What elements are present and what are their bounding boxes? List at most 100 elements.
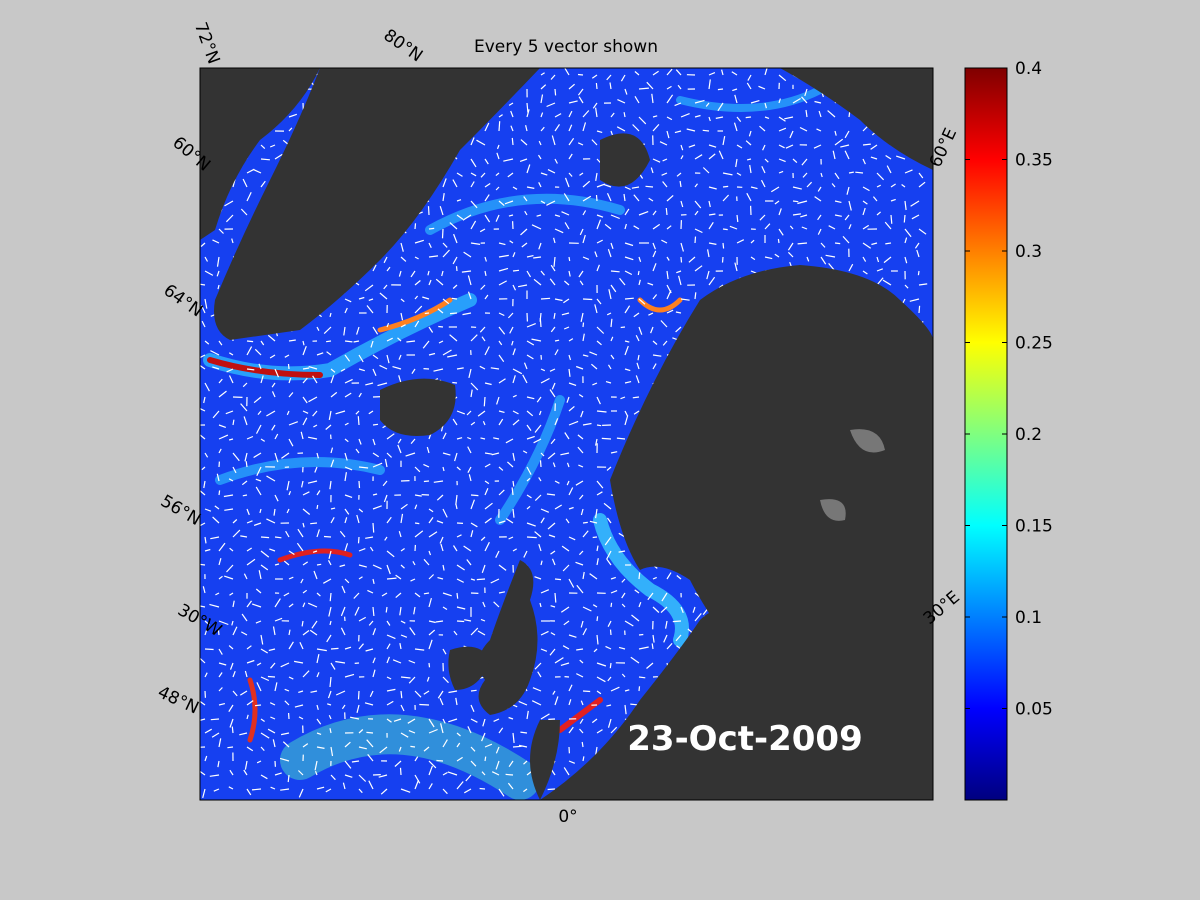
lakes [820, 429, 885, 521]
vector [358, 392, 362, 398]
vector [398, 531, 402, 538]
vector [540, 112, 544, 118]
vector [386, 620, 391, 626]
vector [563, 326, 570, 330]
vector [680, 606, 684, 614]
vector [660, 606, 668, 614]
vector [631, 186, 640, 189]
vector [498, 564, 507, 571]
vector [484, 502, 493, 510]
vector [218, 390, 227, 398]
vector [734, 262, 738, 272]
vector [382, 480, 388, 487]
vector [470, 242, 481, 245]
vector [789, 225, 794, 230]
vector [606, 74, 612, 81]
vector [554, 124, 560, 132]
vector [577, 446, 584, 454]
vector [288, 392, 294, 398]
vector [547, 522, 556, 530]
vector [606, 550, 612, 560]
vector [246, 168, 255, 174]
vector [480, 284, 486, 290]
vector [582, 606, 592, 612]
vector [526, 494, 532, 499]
vector [260, 718, 265, 722]
vector [329, 620, 332, 626]
vector [339, 564, 346, 568]
vector [568, 726, 574, 734]
vector [218, 378, 223, 384]
vector [426, 676, 430, 682]
vector [694, 200, 702, 209]
vector [523, 550, 528, 558]
vector [733, 122, 738, 132]
vector [493, 718, 500, 722]
vector [366, 731, 374, 734]
vector [218, 434, 229, 440]
vector [632, 124, 640, 132]
vector [551, 558, 556, 566]
vector [652, 250, 657, 258]
vector [449, 222, 458, 230]
vector [512, 704, 518, 708]
vector [212, 239, 220, 244]
vector [638, 116, 647, 125]
vector [217, 284, 220, 290]
vector [792, 158, 798, 164]
vector [596, 264, 600, 272]
vector [508, 102, 514, 106]
vector [896, 155, 906, 160]
vector [480, 172, 486, 178]
vector [200, 718, 206, 721]
vector [428, 765, 433, 776]
vector [661, 592, 668, 602]
vector [561, 211, 570, 216]
vector [918, 305, 921, 314]
vector [508, 760, 514, 768]
vector [393, 718, 402, 722]
vector [266, 475, 276, 482]
vector [243, 769, 248, 776]
vector [759, 125, 766, 132]
vector [722, 242, 725, 249]
vector [916, 249, 920, 258]
vector [302, 491, 310, 496]
vector [381, 592, 388, 597]
vector [652, 363, 657, 370]
vector [820, 256, 827, 265]
vector [302, 743, 309, 748]
vector [327, 703, 332, 706]
vector [638, 686, 641, 692]
vector [246, 508, 250, 516]
vector [287, 774, 290, 783]
vector [510, 110, 514, 118]
vector [582, 195, 592, 202]
vector [330, 459, 335, 468]
vector [661, 239, 668, 244]
vector [204, 648, 214, 651]
vector [736, 214, 739, 223]
vector [470, 181, 475, 188]
vector [616, 437, 626, 440]
vector [512, 252, 516, 258]
vector [680, 242, 684, 252]
vector [241, 613, 248, 622]
vector [408, 676, 416, 684]
vector [309, 629, 318, 636]
vector [885, 242, 892, 245]
vector [224, 575, 234, 580]
vector [358, 576, 363, 580]
vector [591, 74, 598, 79]
vector [240, 208, 248, 216]
vector [764, 68, 768, 76]
vector [482, 421, 486, 426]
vector [617, 99, 626, 104]
vector [648, 312, 654, 316]
vector [517, 284, 528, 288]
vector [813, 144, 822, 149]
vector [550, 438, 556, 445]
vector [610, 214, 620, 220]
vector [456, 732, 461, 737]
